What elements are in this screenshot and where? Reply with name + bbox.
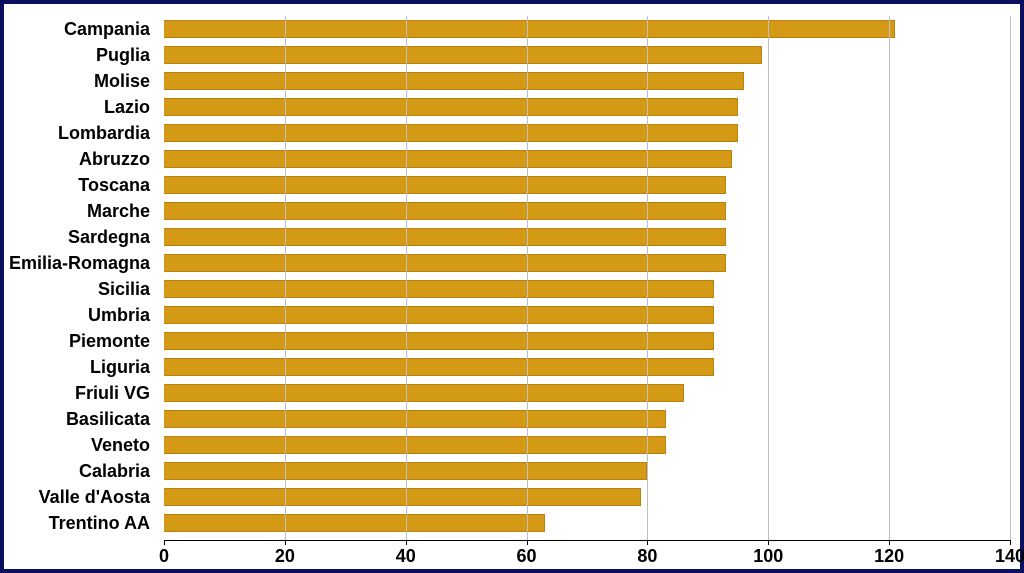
- x-tick-label: 100: [753, 546, 783, 567]
- bar: [164, 436, 666, 454]
- category-label: Calabria: [0, 462, 150, 480]
- category-label: Umbria: [0, 306, 150, 324]
- category-label: Friuli VG: [0, 384, 150, 402]
- x-tick-label: 120: [874, 546, 904, 567]
- gridline: [285, 16, 286, 540]
- category-label: Sicilia: [0, 280, 150, 298]
- category-label: Trentino AA: [0, 514, 150, 532]
- x-tick: [527, 540, 528, 545]
- bar: [164, 280, 714, 298]
- bar: [164, 306, 714, 324]
- bar: [164, 98, 738, 116]
- bar: [164, 46, 762, 64]
- x-tick-label: 60: [517, 546, 537, 567]
- category-label: Veneto: [0, 436, 150, 454]
- gridline: [768, 16, 769, 540]
- category-label: Valle d'Aosta: [0, 488, 150, 506]
- gridline: [406, 16, 407, 540]
- bar: [164, 488, 641, 506]
- category-label: Basilicata: [0, 410, 150, 428]
- bar: [164, 72, 744, 90]
- bar: [164, 228, 726, 246]
- category-label: Toscana: [0, 176, 150, 194]
- x-axis-line: [164, 540, 1010, 541]
- x-tick-label: 140: [995, 546, 1024, 567]
- chart-frame: Campania Puglia Molise Lazio Lombardia Abruzz…: [0, 0, 1024, 573]
- bar: [164, 514, 545, 532]
- x-tick-label: 40: [396, 546, 416, 567]
- category-label: Campania: [0, 20, 150, 38]
- category-label: Sardegna: [0, 228, 150, 246]
- x-tick: [285, 540, 286, 545]
- category-label: Piemonte: [0, 332, 150, 350]
- category-label: Lombardia: [0, 124, 150, 142]
- bar: [164, 254, 726, 272]
- category-label: Lazio: [0, 98, 150, 116]
- category-label: Liguria: [0, 358, 150, 376]
- bar: [164, 384, 684, 402]
- category-label: Molise: [0, 72, 150, 90]
- x-tick: [406, 540, 407, 545]
- gridline: [889, 16, 890, 540]
- x-tick: [164, 540, 165, 545]
- bar: [164, 332, 714, 350]
- x-tick-label: 0: [159, 546, 169, 567]
- x-tick: [647, 540, 648, 545]
- bar: [164, 20, 895, 38]
- x-tick-label: 80: [637, 546, 657, 567]
- bar: [164, 410, 666, 428]
- category-label: Emilia-Romagna: [0, 254, 150, 272]
- gridline: [1010, 16, 1011, 540]
- plot-area: [164, 16, 1010, 540]
- x-tick-label: 20: [275, 546, 295, 567]
- bar: [164, 124, 738, 142]
- bar: [164, 358, 714, 376]
- category-label: Puglia: [0, 46, 150, 64]
- category-label: Marche: [0, 202, 150, 220]
- bar: [164, 202, 726, 220]
- bar: [164, 176, 726, 194]
- gridline: [527, 16, 528, 540]
- x-tick: [768, 540, 769, 545]
- x-tick: [889, 540, 890, 545]
- category-label: Abruzzo: [0, 150, 150, 168]
- gridline: [647, 16, 648, 540]
- x-tick: [1010, 540, 1011, 545]
